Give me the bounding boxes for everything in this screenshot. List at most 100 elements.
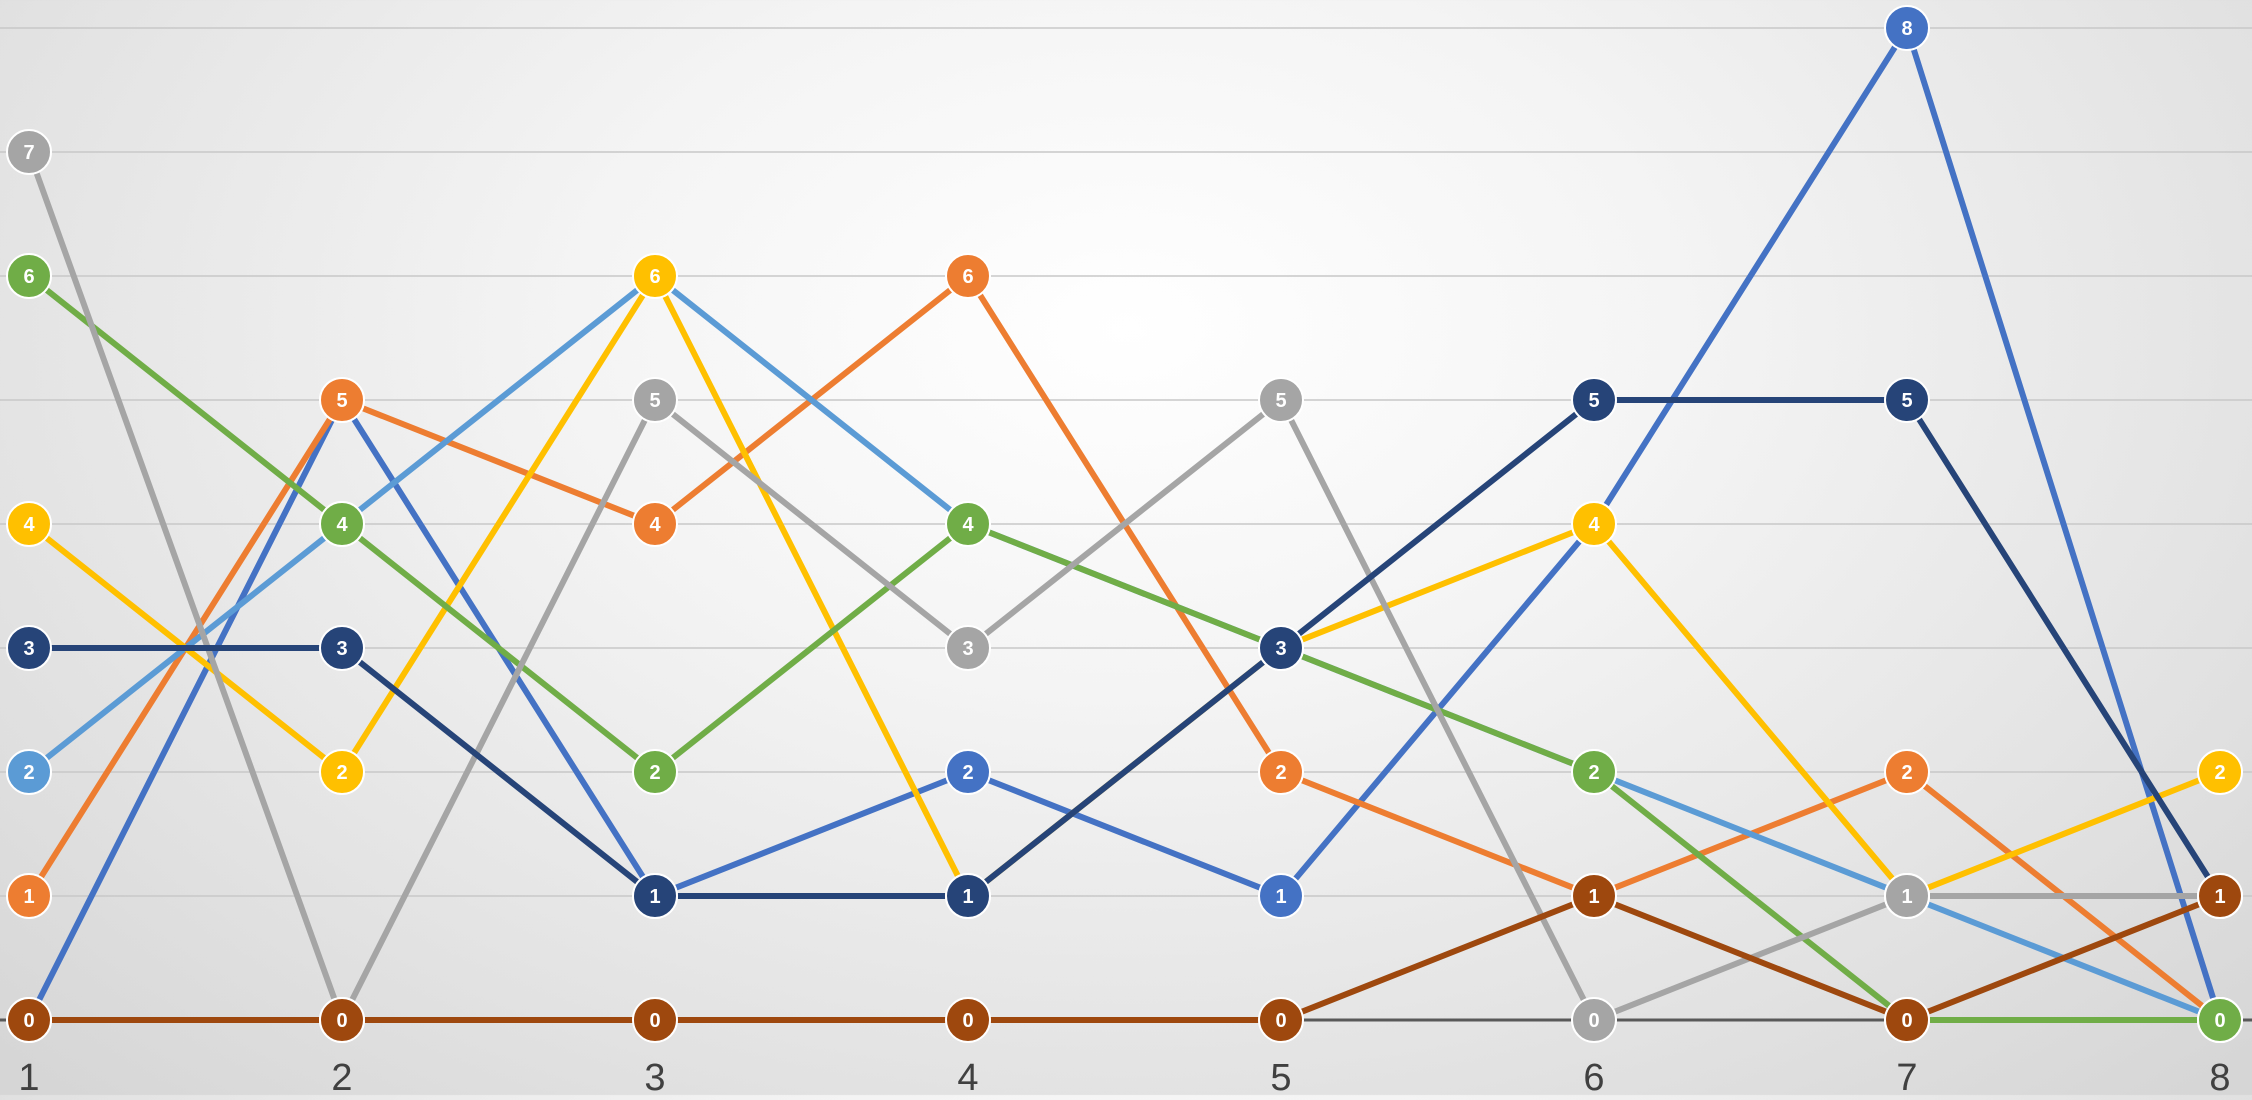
data-label: 4 [1588,514,1600,536]
data-point-marker [6,501,52,547]
data-label: 2 [1901,762,1912,784]
data-point-marker [6,997,52,1043]
data-label: 0 [23,1010,34,1032]
data-point-marker [1571,377,1617,423]
data-point-marker [6,625,52,671]
series-6-point-3: 5 [632,377,678,423]
data-point-marker [632,253,678,299]
data-label: 4 [962,514,974,536]
series-2-point-7: 2 [1884,749,1930,795]
series-5-line [26,273,2223,1023]
data-point-marker [1258,997,1304,1043]
data-label: 4 [23,514,35,536]
series-5-point-6: 2 [1571,749,1617,795]
series-2-point-5: 2 [1258,749,1304,795]
data-label: 5 [1588,390,1599,412]
data-point-marker [632,501,678,547]
series-2-point-2: 5 [319,377,365,423]
series-8-line [26,893,2223,1023]
data-label: 0 [962,1010,973,1032]
data-label: 3 [23,638,34,660]
data-point-marker [319,625,365,671]
data-point-marker [319,377,365,423]
data-point-marker [2197,749,2243,795]
data-label: 4 [336,514,348,536]
series-4-point-8: 2 [2197,749,2243,795]
series-4-point-3: 6 [632,253,678,299]
series-6-point-7: 1 [1884,873,1930,919]
series-8-point-2: 0 [319,997,365,1043]
series-8-point-1: 0 [6,997,52,1043]
data-point-marker [6,749,52,795]
data-label: 3 [962,638,973,660]
x-tick-label-1: 1 [18,1057,39,1095]
series-1-point-4: 2 [945,749,991,795]
x-tick-label-4: 4 [957,1057,978,1095]
series-lines [26,25,2223,1023]
series-5-point-8: 0 [2197,997,2243,1043]
data-label: 5 [649,390,660,412]
series-4-point-2: 2 [319,749,365,795]
data-label: 3 [1275,638,1286,660]
data-label: 2 [336,762,347,784]
series-6-point-4: 3 [945,625,991,671]
data-point-marker [945,997,991,1043]
data-point-marker [632,873,678,919]
data-point-marker [1884,873,1930,919]
data-label: 5 [336,390,347,412]
data-point-marker [319,501,365,547]
data-label: 2 [1588,762,1599,784]
series-1-point-7: 8 [1884,5,1930,51]
data-point-marker [2197,997,2243,1043]
series-5-point-3: 2 [632,749,678,795]
data-label: 0 [1275,1010,1286,1032]
series-7-point-2: 3 [319,625,365,671]
series-7-point-5: 3 [1258,625,1304,671]
data-label: 5 [1275,390,1286,412]
series-7-point-3: 1 [632,873,678,919]
data-label: 0 [336,1010,347,1032]
data-label: 0 [1901,1010,1912,1032]
data-point-marker [2197,873,2243,919]
series-7-point-6: 5 [1571,377,1617,423]
data-label: 7 [23,142,34,164]
data-point-marker [945,625,991,671]
series-7-point-7: 5 [1884,377,1930,423]
series-4-point-1: 4 [6,501,52,547]
data-label: 2 [962,762,973,784]
data-point-marker [1258,873,1304,919]
data-point-marker [1571,873,1617,919]
series-5-point-4: 4 [945,501,991,547]
data-markers: 0512148015462120246432104261341264243200… [6,5,2243,1043]
data-label: 8 [1901,18,1912,40]
data-point-marker [6,873,52,919]
data-point-marker [6,253,52,299]
data-label: 2 [2214,762,2225,784]
series-6-point-6: 0 [1571,997,1617,1043]
data-point-marker [1571,997,1617,1043]
data-point-marker [1884,377,1930,423]
series-2-point-1: 1 [6,873,52,919]
data-point-marker [1571,749,1617,795]
series-8-point-3: 0 [632,997,678,1043]
data-label: 1 [2214,886,2225,908]
data-label: 6 [23,266,34,288]
data-point-marker [1884,5,1930,51]
data-label: 1 [962,886,973,908]
series-1-point-5: 1 [1258,873,1304,919]
data-point-marker [945,873,991,919]
series-8-point-4: 0 [945,997,991,1043]
data-label: 2 [1275,762,1286,784]
series-5-point-1: 6 [6,253,52,299]
series-2-point-3: 4 [632,501,678,547]
x-tick-label-6: 6 [1583,1057,1604,1095]
data-label: 1 [1275,886,1286,908]
x-tick-label-7: 7 [1896,1057,1917,1095]
data-label: 2 [649,762,660,784]
data-point-marker [632,377,678,423]
series-3-point-1: 2 [6,749,52,795]
data-label: 5 [1901,390,1912,412]
series-8-point-5: 0 [1258,997,1304,1043]
